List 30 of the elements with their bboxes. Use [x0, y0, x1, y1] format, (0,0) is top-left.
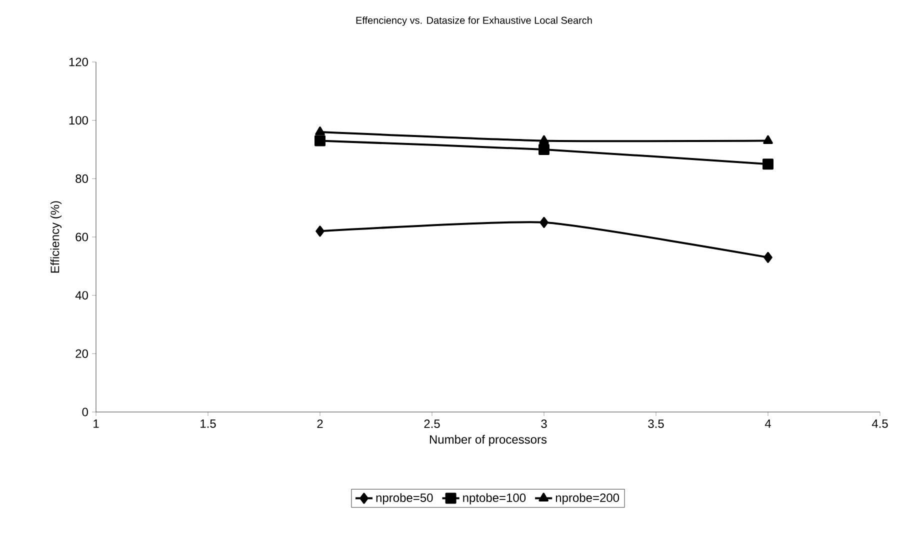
- x-tick-label: 4: [764, 420, 771, 428]
- point: [540, 216, 548, 228]
- point: [314, 135, 326, 146]
- y-axis-title: Efficiency (%): [50, 201, 62, 273]
- x-tick-label: 1: [94, 420, 99, 428]
- point: [538, 144, 550, 155]
- x-tick-label: 3.5: [648, 420, 664, 428]
- y-tick-label: 40: [75, 291, 88, 300]
- x-tick-label: 3: [541, 420, 547, 428]
- y-tick-label: 20: [76, 349, 88, 358]
- point: [315, 126, 325, 136]
- legend-label: nprobe=200: [556, 493, 620, 504]
- x-tick-label: 2: [317, 420, 323, 428]
- point: [762, 158, 774, 170]
- point: [539, 135, 549, 144]
- x-tick-label: 4.5: [872, 420, 888, 428]
- chart-title: Effenciency vs. Datasize for Exhaustive Local Search: [356, 16, 592, 26]
- x-axis-title: Number of processors: [430, 434, 547, 446]
- x-tick-label: 2.5: [424, 420, 440, 428]
- y-tick-label: 100: [69, 116, 88, 125]
- legend-label: nprobe=50: [376, 493, 433, 504]
- point: [763, 135, 773, 144]
- y-tick-label: 120: [69, 58, 88, 66]
- y-tick-label: 0: [82, 408, 88, 416]
- point: [316, 226, 324, 237]
- legend-label: nptobe=100: [463, 493, 526, 504]
- x-tick-label: 1.5: [200, 420, 216, 428]
- y-tick-label: 60: [76, 232, 88, 242]
- y-tick-label: 80: [76, 174, 88, 183]
- point: [764, 252, 772, 263]
